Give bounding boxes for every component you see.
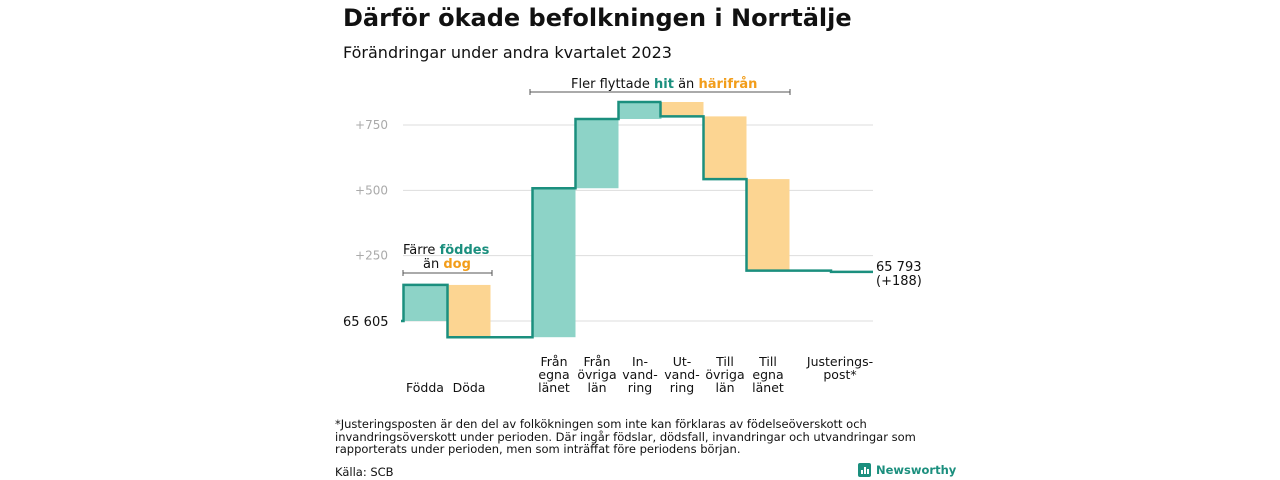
x-axis-labels: Födda DödaFrånegnalänetFrånövrigalänIn-va…	[406, 354, 873, 395]
x-category-label: Ut-	[673, 354, 692, 369]
bar-outflow	[746, 179, 790, 271]
x-category-label: Födda	[406, 380, 444, 395]
y-tick-label: +250	[355, 249, 388, 263]
moves-annotation-mid: än	[678, 77, 694, 92]
y-tick-label: +750	[355, 118, 388, 132]
moves-annotation: Fler flyttade hit än härifrån	[529, 77, 791, 95]
chart-subtitle: Förändringar under andra kvartalet 2023	[343, 43, 672, 62]
births-annotation: Färre föddes än dog	[402, 243, 493, 276]
x-category-label: Till	[758, 354, 777, 369]
footnote: *Justeringsposten är den del av folkökni…	[335, 417, 916, 456]
x-category-label: In-	[632, 354, 648, 369]
brand-logo: Newsworthy	[858, 463, 956, 477]
x-category-label: egna	[538, 367, 569, 382]
moves-annotation-harifran: härifrån	[698, 77, 757, 92]
bars-group	[403, 102, 790, 338]
x-category-label: Från	[583, 354, 610, 369]
x-category-label: ring	[670, 380, 694, 395]
grid-lines: +250 +500 +750	[355, 118, 873, 322]
chart-title: Därför ökade befolkningen i Norrtälje	[343, 4, 852, 32]
brand-name: Newsworthy	[876, 463, 957, 477]
moves-annotation-pre: Fler flyttade	[571, 77, 650, 92]
x-category-label: län	[715, 380, 734, 395]
newsworthy-logo-icon	[858, 463, 871, 477]
x-category-label: post*	[823, 367, 856, 382]
x-category-label: vand-	[664, 367, 699, 382]
x-category-label: övriga	[705, 367, 744, 382]
y-tick-label: +500	[355, 183, 388, 197]
cumulative-step-line	[401, 100, 873, 339]
x-category-label: Till	[715, 354, 734, 369]
x-category-label: ring	[628, 380, 652, 395]
svg-text:Färre föddes: Färre föddes	[403, 243, 490, 258]
x-category-label: Döda	[453, 380, 486, 395]
x-category-label: länet	[752, 380, 784, 395]
svg-text:än dog: än dog	[423, 257, 471, 272]
x-category-label: Justerings-	[806, 354, 873, 369]
moves-annotation-hit: hit	[654, 77, 674, 92]
bar-inflow	[403, 284, 447, 321]
deaths-annotation-word: dog	[443, 257, 471, 272]
bar-inflow	[575, 118, 619, 189]
source-label: Källa: SCB	[335, 465, 394, 479]
bar-outflow	[703, 116, 747, 180]
bar-inflow	[532, 188, 576, 338]
x-category-label: län	[587, 380, 606, 395]
end-change-label: (+188)	[876, 274, 922, 289]
births-annotation-mid: än	[423, 257, 439, 272]
waterfall-chart: +250+500+750 Födda DödaFrånegnalänetFrånö…	[343, 77, 922, 395]
bar-inflow	[618, 102, 662, 119]
x-category-label: Från	[540, 354, 567, 369]
end-value-label: 65 793	[876, 260, 922, 275]
start-value-label: 65 605	[343, 315, 389, 330]
x-category-label: övriga	[577, 367, 616, 382]
bar-outflow	[660, 102, 704, 117]
x-category-label: egna	[752, 367, 783, 382]
x-category-label: vand-	[622, 367, 657, 382]
x-category-label: länet	[538, 380, 570, 395]
svg-text:Fler flyttade hit: Fler flyttade hit än härifrån	[571, 77, 757, 92]
births-annotation-pre: Färre	[403, 243, 435, 258]
bar-outflow	[447, 284, 491, 338]
births-annotation-word: föddes	[440, 243, 490, 258]
step-line-group	[401, 100, 873, 339]
